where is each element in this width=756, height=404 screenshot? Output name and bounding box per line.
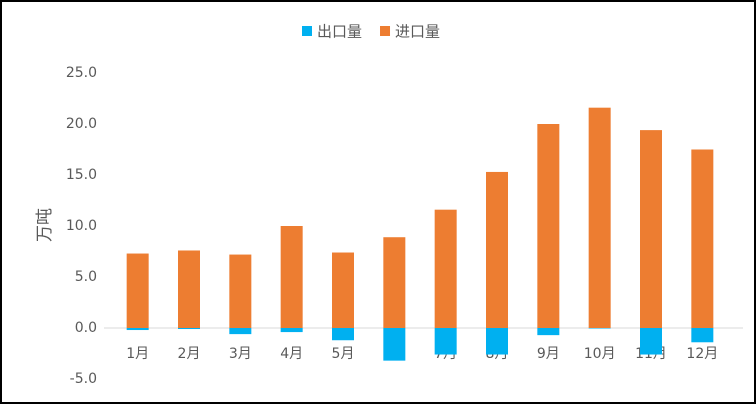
bar	[588, 107, 611, 329]
bar	[434, 209, 457, 328]
legend-swatch	[380, 26, 391, 36]
bar	[640, 130, 662, 328]
y-tick-label: -5.0	[70, 371, 97, 387]
x-tick-label: 4月	[280, 346, 303, 362]
bar	[588, 328, 611, 329]
bar	[178, 328, 200, 330]
x-tick-label: 12月	[686, 346, 718, 362]
bar	[383, 237, 406, 328]
bar	[332, 328, 354, 341]
bar	[691, 328, 714, 343]
bar	[126, 253, 149, 328]
legend-label: 出口量	[317, 23, 362, 41]
x-tick-label: 5月	[332, 346, 355, 362]
bar	[126, 328, 149, 331]
x-tick-label: 1月	[126, 346, 149, 362]
bar	[537, 124, 560, 328]
x-tick-label: 9月	[537, 346, 560, 362]
y-tick-label: 10.0	[66, 218, 97, 234]
bar	[280, 226, 303, 328]
y-tick-label: 5.0	[75, 269, 97, 285]
bar	[280, 328, 303, 333]
x-tick-label: 10月	[584, 346, 616, 362]
legend-label: 进口量	[395, 23, 440, 41]
y-tick-label: 20.0	[66, 116, 97, 132]
bar	[640, 328, 662, 355]
bar	[434, 328, 457, 355]
x-tick-label: 3月	[229, 346, 252, 362]
bar	[229, 254, 252, 328]
bar	[332, 252, 354, 328]
bar	[383, 328, 406, 361]
x-tick-label: 2月	[178, 346, 201, 362]
bar	[178, 250, 200, 328]
bar	[537, 328, 560, 336]
bar	[229, 328, 252, 335]
y-tick-label: 25.0	[66, 65, 97, 81]
y-tick-label: 0.0	[75, 320, 97, 336]
bar	[691, 149, 714, 328]
bar	[486, 171, 508, 328]
y-tick-label: 15.0	[66, 167, 97, 183]
legend-swatch	[302, 26, 312, 36]
y-axis-label: 万吨	[35, 208, 55, 242]
bar	[486, 328, 508, 355]
